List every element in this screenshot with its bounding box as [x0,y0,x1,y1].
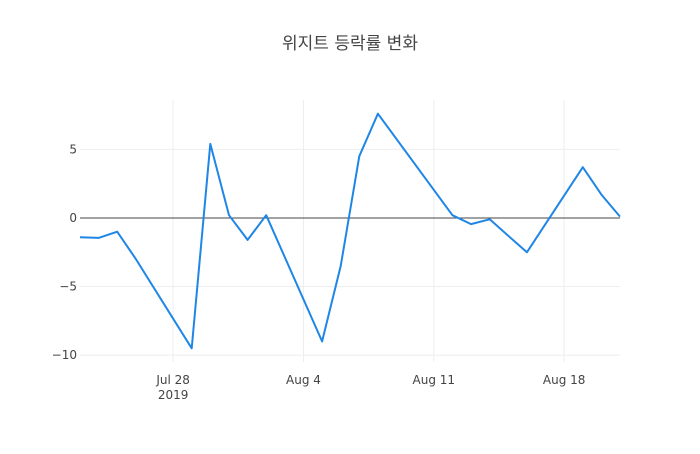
data-point [247,239,249,241]
data-point [451,214,453,216]
data-point [489,218,491,220]
series-layer [79,112,621,350]
data-point [340,265,342,267]
data-point [582,166,584,168]
data-point [209,143,211,145]
y-tick-label: 0 [69,211,77,225]
x-tick-label: Aug 11 [413,373,456,387]
x-tick-label: Aug 4 [286,373,321,387]
data-point [526,251,528,253]
data-point [377,113,379,115]
chart-title: 위지트 등락률 변화 [282,34,418,54]
data-point [265,214,267,216]
x-tick-label: Aug 18 [543,373,586,387]
y-tick-label: −10 [52,348,77,362]
data-point [135,258,137,260]
x-tick-sublabel: 2019 [158,388,189,402]
data-point [600,194,602,196]
data-point [116,231,118,233]
data-point [98,237,100,239]
x-tick-label: Jul 28 [155,373,190,387]
grid-lines [80,100,620,362]
data-point [79,236,81,238]
data-point [470,223,472,225]
data-point [228,214,230,216]
data-point [321,340,323,342]
data-point [358,155,360,157]
y-tick-label: −5 [59,280,77,294]
y-tick-label: 5 [69,142,77,156]
series-line [79,112,621,350]
data-point [619,216,621,218]
data-point [191,347,193,349]
